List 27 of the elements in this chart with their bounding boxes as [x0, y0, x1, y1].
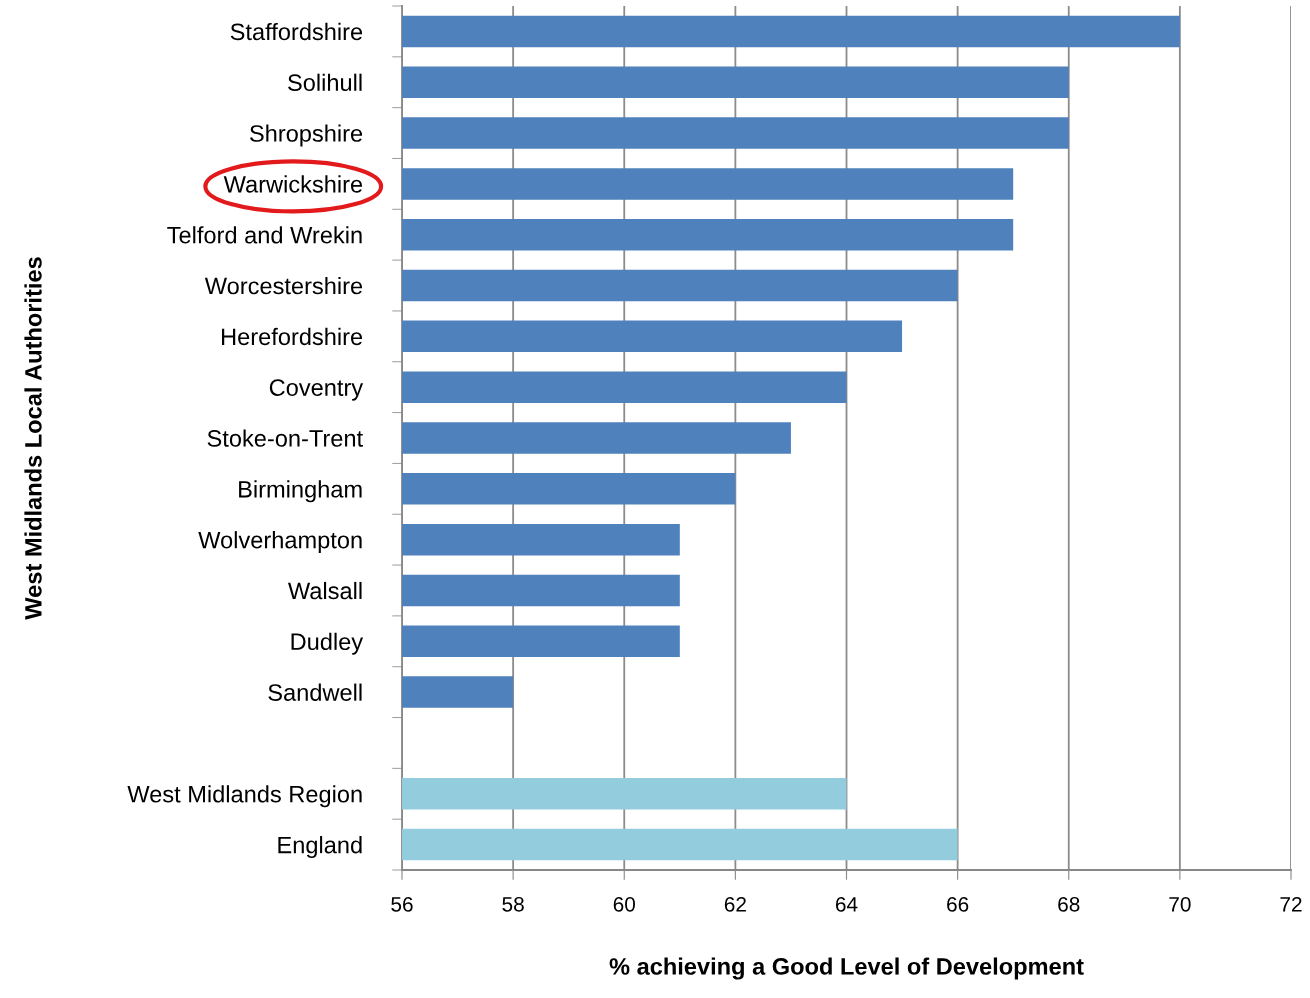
- y-tick-label: England: [278, 836, 362, 859]
- x-tick-label: 64: [835, 896, 858, 912]
- y-tick-label: Solihull: [288, 73, 362, 92]
- x-tick-label: 68: [1058, 896, 1080, 912]
- x-tick-label: 62: [724, 896, 746, 912]
- y-tick-label: Walsall: [288, 581, 362, 600]
- y-tick-label: Warwickshire: [223, 175, 363, 193]
- y-tick-label: Telford and Wrekin: [167, 226, 362, 244]
- y-tick-label: Stoke-on-Trent: [207, 429, 363, 447]
- x-tick-label: 70: [1169, 896, 1191, 912]
- y-tick-label: Wolverhampton: [198, 531, 362, 554]
- x-axis-title: % achieving a Good Level of Development: [609, 957, 1084, 980]
- x-tick-label: 60: [613, 896, 636, 912]
- y-tick-label: Herefordshire: [222, 327, 363, 346]
- y-tick-label: Sandwell: [268, 683, 362, 701]
- x-tick-label: 66: [947, 896, 969, 912]
- y-tick-label: Staffordshire: [230, 22, 363, 41]
- y-tick-label: Birmingham: [239, 480, 362, 503]
- y-axis-title: West Midlands Local Authorities: [24, 257, 42, 620]
- x-tick-label: 56: [391, 896, 413, 912]
- x-tick-label: 72: [1280, 896, 1302, 912]
- y-tick-label: Shropshire: [250, 124, 363, 147]
- y-tick-label: West Midlands Region: [127, 785, 362, 808]
- x-tick-label: 58: [502, 896, 524, 912]
- y-tick-label: Dudley: [291, 632, 364, 655]
- y-tick-label: Worcestershire: [204, 276, 363, 295]
- y-tick-label: Coventry: [269, 379, 364, 401]
